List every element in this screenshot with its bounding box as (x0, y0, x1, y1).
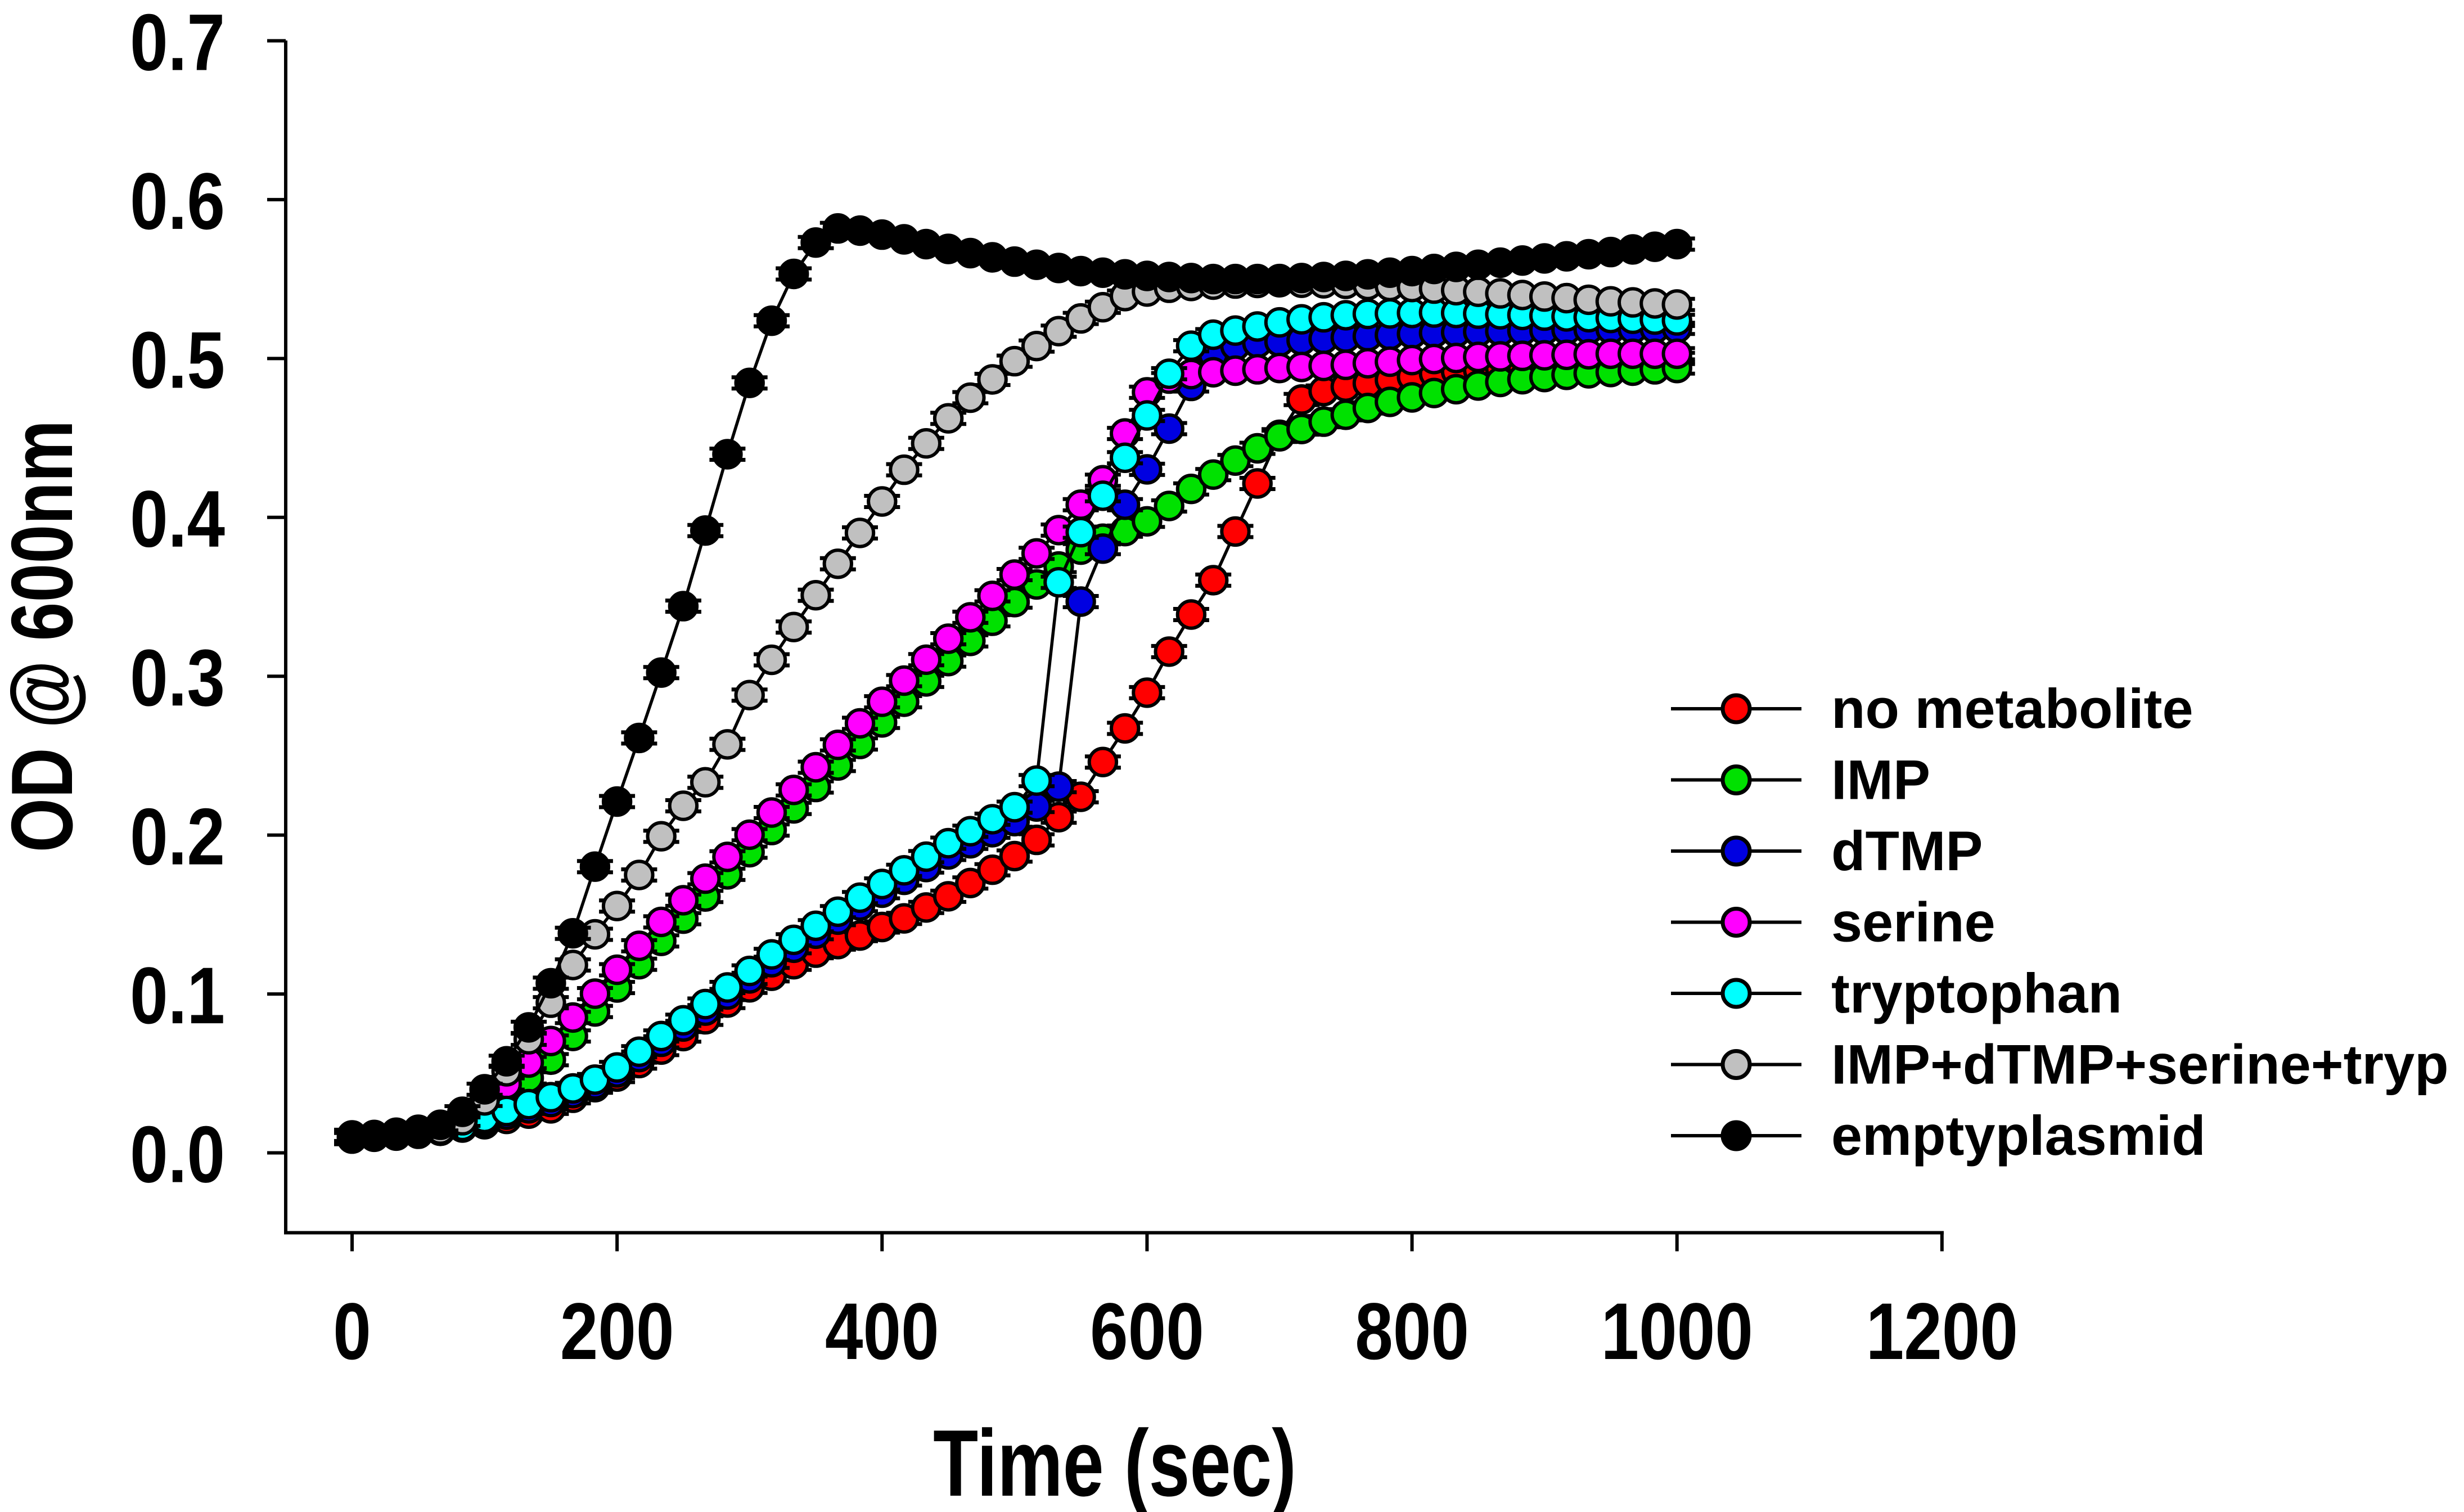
svg-text:tryptophan: tryptophan (1831, 962, 2122, 1024)
svg-text:200: 200 (560, 1287, 674, 1376)
svg-text:0.7: 0.7 (130, 0, 225, 88)
svg-text:0.1: 0.1 (130, 951, 225, 1041)
svg-text:0.2: 0.2 (130, 792, 225, 881)
svg-text:no metabolite: no metabolite (1831, 677, 2193, 740)
svg-text:0.3: 0.3 (130, 633, 225, 723)
svg-text:0.0: 0.0 (130, 1110, 225, 1199)
svg-text:emptyplasmid: emptyplasmid (1831, 1104, 2206, 1167)
svg-text:IMP+dTMP+serine+tryp: IMP+dTMP+serine+tryp (1831, 1033, 2449, 1096)
svg-text:0.6: 0.6 (130, 157, 225, 246)
svg-text:1000: 1000 (1601, 1287, 1753, 1376)
svg-text:800: 800 (1355, 1287, 1469, 1376)
svg-text:dTMP: dTMP (1831, 820, 1983, 882)
svg-text:Time (sec): Time (sec) (933, 1410, 1296, 1512)
svg-text:0: 0 (333, 1287, 371, 1376)
svg-text:1200: 1200 (1866, 1287, 2018, 1376)
svg-text:IMP: IMP (1831, 749, 1930, 811)
svg-text:0.4: 0.4 (130, 475, 225, 564)
svg-text:600: 600 (1090, 1287, 1204, 1376)
svg-text:0.5: 0.5 (130, 316, 225, 405)
svg-text:400: 400 (825, 1287, 939, 1376)
svg-text:serine: serine (1831, 891, 1995, 953)
svg-text:OD @ 600nm: OD @ 600nm (0, 420, 91, 853)
